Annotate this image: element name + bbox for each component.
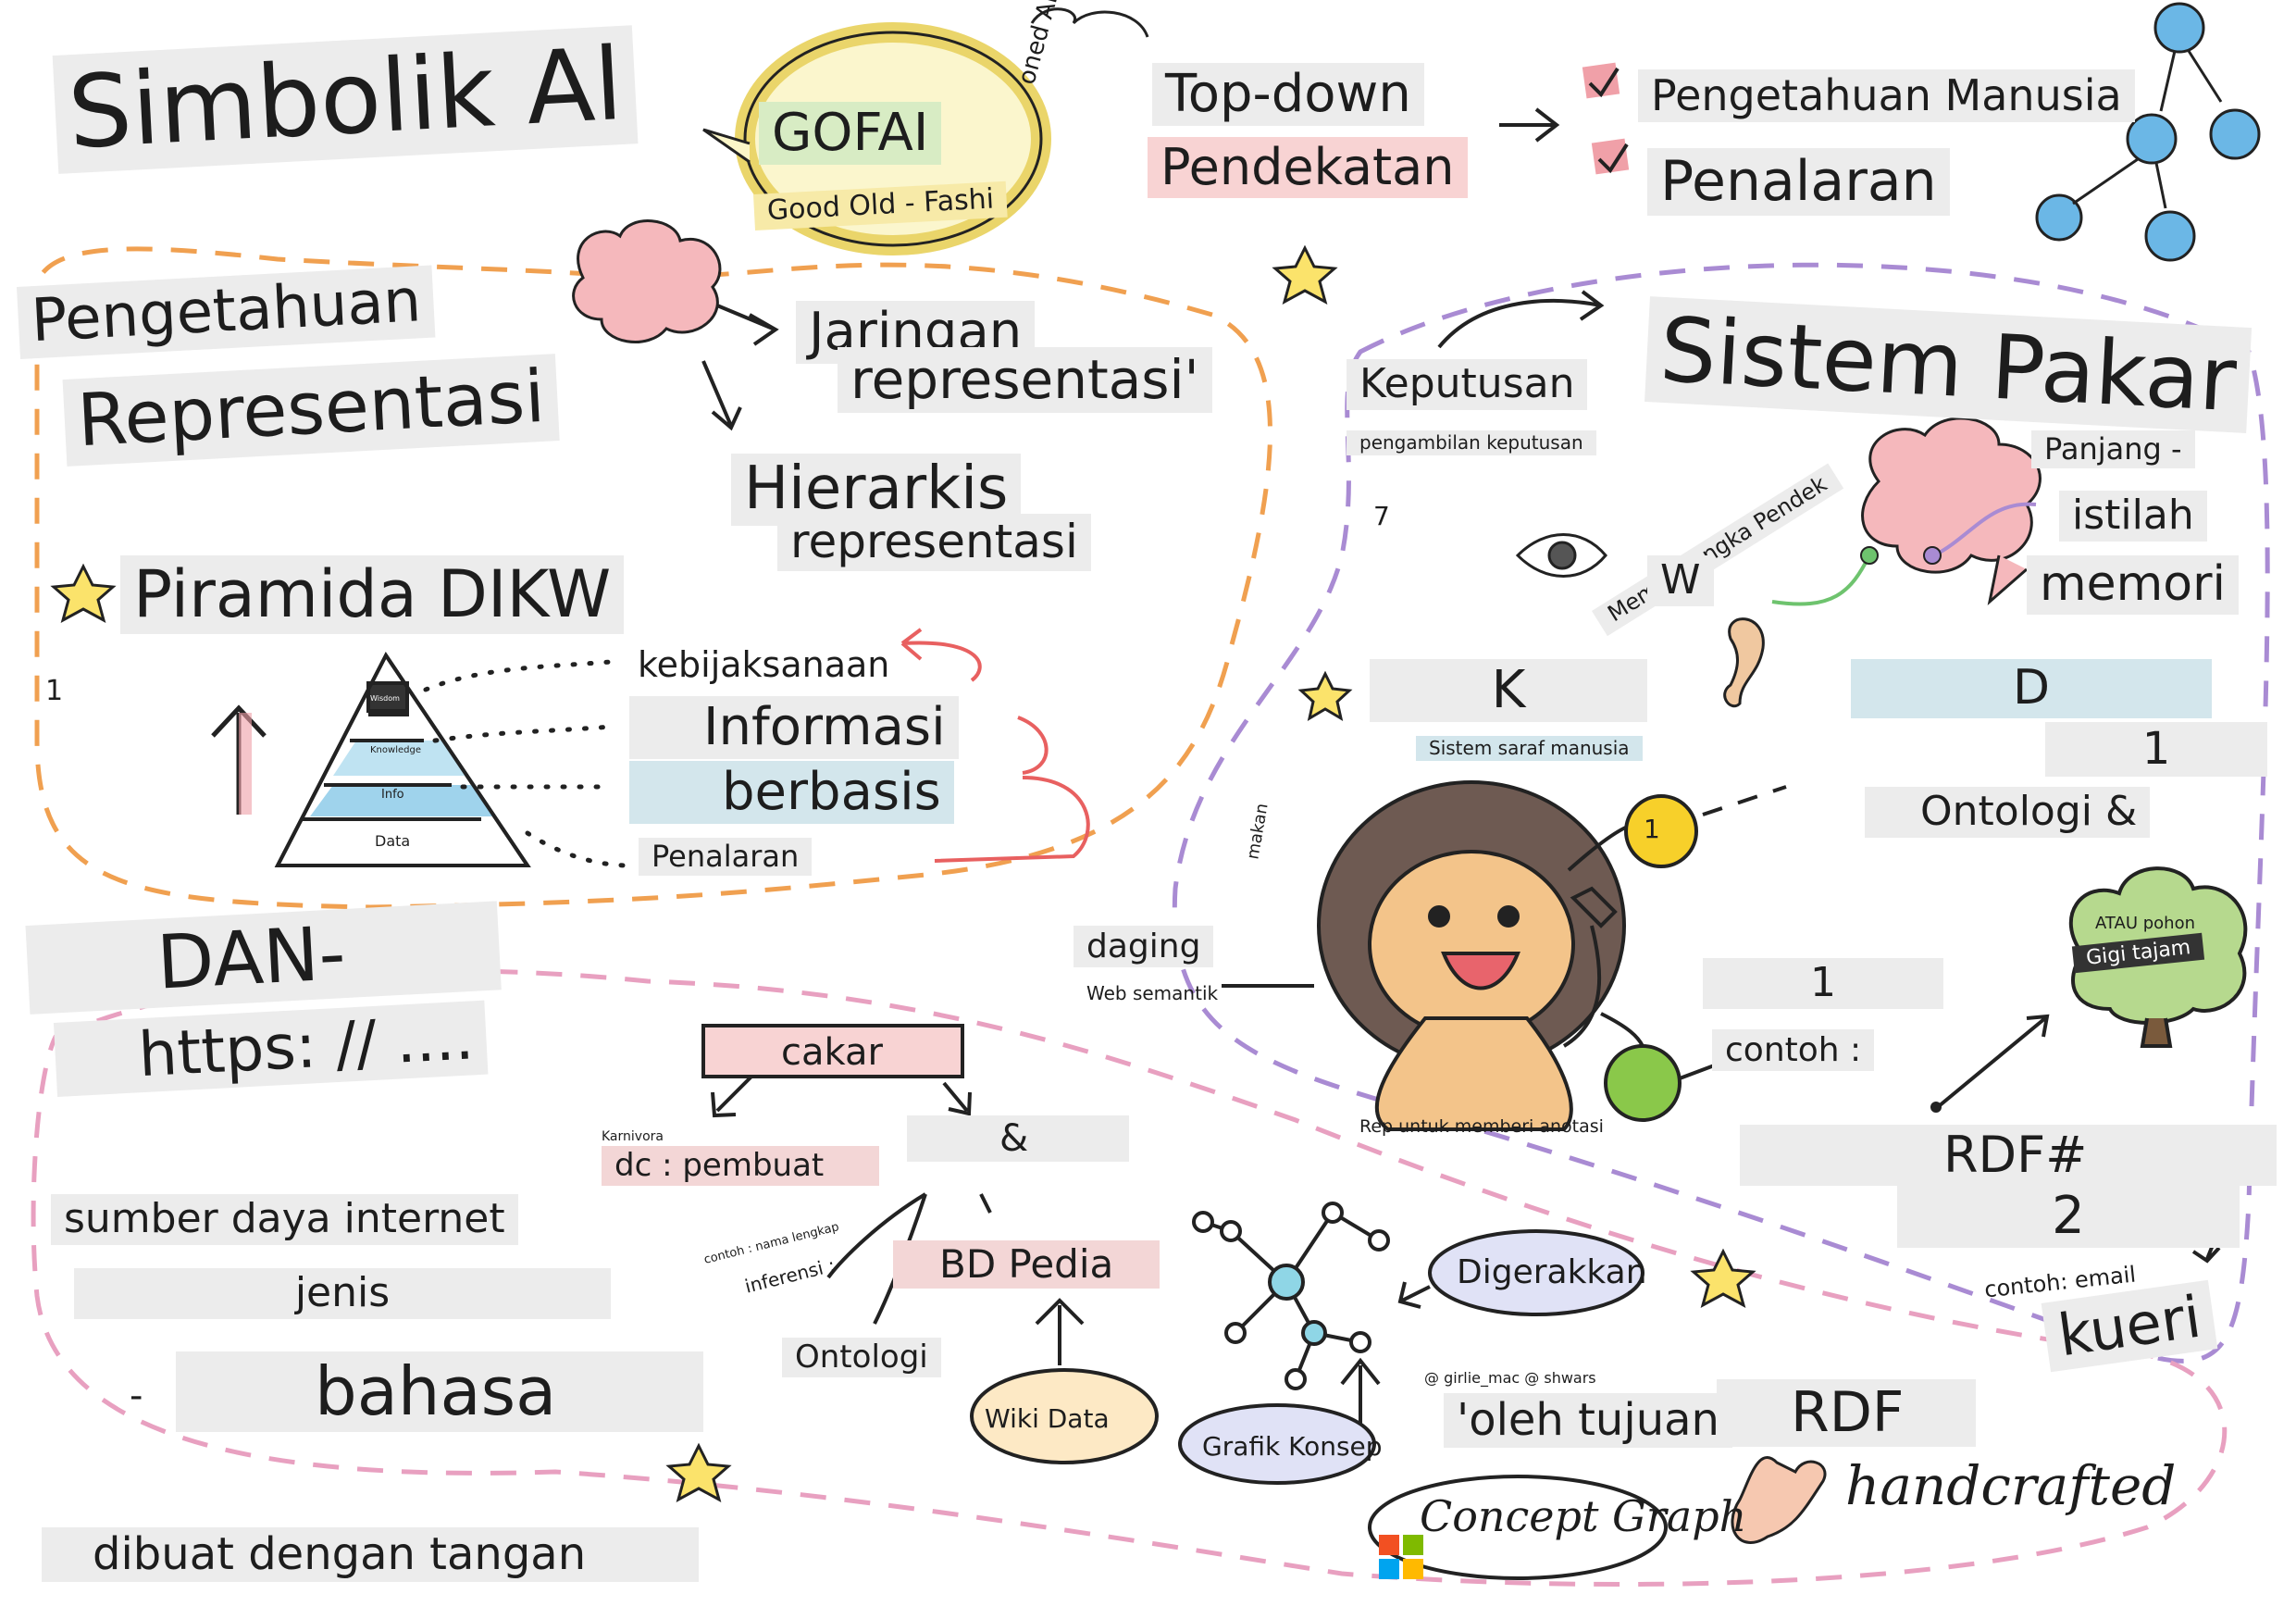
eye-icon — [1515, 533, 1607, 578]
wiki-data-label: Wiki Data — [985, 1403, 1110, 1434]
bd-pedia-label: BD Pedia — [893, 1240, 1160, 1289]
tree-top-label: ATAU pohon — [2095, 914, 2195, 933]
concept-graph-icon — [1192, 1202, 1390, 1390]
handcrafted-label: handcrafted — [1845, 1454, 2177, 1517]
approach-item-pengetahuan: Pengetahuan Manusia — [1638, 69, 2135, 122]
digerakkan-label: Digerakkan — [1457, 1253, 1647, 1291]
pengambilan-label: pengambilan keputusan — [1347, 430, 1596, 455]
one-label: 1 — [2045, 722, 2267, 778]
w-label: W — [1647, 555, 1714, 606]
dikw-level-informasi: Informasi — [629, 696, 959, 760]
yellow-node — [1624, 794, 1698, 868]
dikw-title: Piramida DIKW — [120, 555, 625, 634]
dikw-level-berbasis: berbasis — [629, 761, 954, 825]
star-icons — [50, 244, 1756, 1503]
dikw-level-penalaran: Penalaran — [639, 838, 813, 876]
approach-top-down: Top-down — [1152, 63, 1424, 127]
hierarkis-rep-label: representasi — [777, 514, 1091, 571]
web-semantik-label: Web semantik — [1086, 982, 1219, 1004]
contoh-label: contoh : — [1712, 1029, 1875, 1072]
yellow-node-label: 1 — [1644, 814, 1660, 844]
concept-graph-label: Concept Graph — [1420, 1491, 1747, 1541]
sistem-saraf-label: Sistem saraf manusia — [1416, 736, 1643, 761]
author-label: @ girlie_mac @ shwars — [1424, 1369, 1596, 1387]
dash-label: - — [130, 1375, 143, 1417]
seven-label: 7 — [1373, 501, 1390, 531]
ontologi-label: Ontologi — [782, 1338, 941, 1378]
green-node — [1604, 1044, 1682, 1122]
one-mid-label: 1 — [1703, 958, 1943, 1009]
ear-icon — [1723, 617, 1765, 707]
panjang-label: Panjang - — [2031, 430, 2195, 468]
sumber-label: sumber daya internet — [51, 1194, 518, 1245]
approach-item-penalaran: Penalaran — [1647, 148, 1950, 216]
brain-icon-right — [1861, 417, 2042, 606]
d-label: D — [1851, 659, 2212, 718]
cakar-label: cakar — [781, 1031, 883, 1074]
network-icon — [2035, 2, 2261, 262]
hierarkis-label: Hierarkis — [731, 454, 1022, 526]
grafik-label: Grafik Konsep — [1202, 1431, 1383, 1462]
rdf-label: RDF — [1717, 1379, 1976, 1447]
istilah-label: istilah — [2059, 491, 2207, 542]
k-label: K — [1370, 659, 1647, 723]
dc-pembuat-label: dc : pembuat — [602, 1146, 880, 1187]
pyramid-label-wisdom: Wisdom — [370, 694, 400, 703]
memori-label: memori — [2027, 555, 2239, 615]
ontologi-title: Ontologi & — [1865, 787, 2151, 838]
rdf-hash-label: RDF# — [1740, 1125, 2277, 1187]
dibuat-label: dibuat dengan tangan — [42, 1527, 699, 1583]
dikw-level-kebijaksanaan: kebijaksanaan — [638, 644, 890, 685]
pink-dashed-region — [31, 968, 2228, 1587]
rep-label: Rep untuk memberi anotasi — [1359, 1116, 1604, 1137]
keputusan-label: Keputusan — [1347, 359, 1588, 410]
karnivora-label: Karnivora — [602, 1129, 664, 1144]
amp-label: & — [907, 1115, 1129, 1162]
approach-pendekatan: Pendekatan — [1148, 137, 1468, 199]
dikw-pyramid — [274, 652, 531, 867]
pyramid-label-knowledge: Knowledge — [370, 745, 421, 755]
bahasa-label: bahasa — [176, 1351, 703, 1432]
two-label: 2 — [1897, 1185, 2240, 1249]
brain-icon-left — [572, 219, 722, 343]
daging-label: daging — [1074, 926, 1214, 968]
jenis-label: jenis — [74, 1268, 611, 1319]
gofai-label: GOFAI — [759, 102, 942, 166]
oleh-label: 'oleh tujuan — [1444, 1393, 1732, 1449]
dikw-number: 1 — [45, 675, 64, 707]
lion-illustration — [1317, 780, 1626, 1131]
pyramid-label-data: Data — [375, 832, 411, 850]
jaringan-rep-label: representasi' — [838, 347, 1212, 413]
pyramid-label-info: Info — [381, 788, 404, 802]
